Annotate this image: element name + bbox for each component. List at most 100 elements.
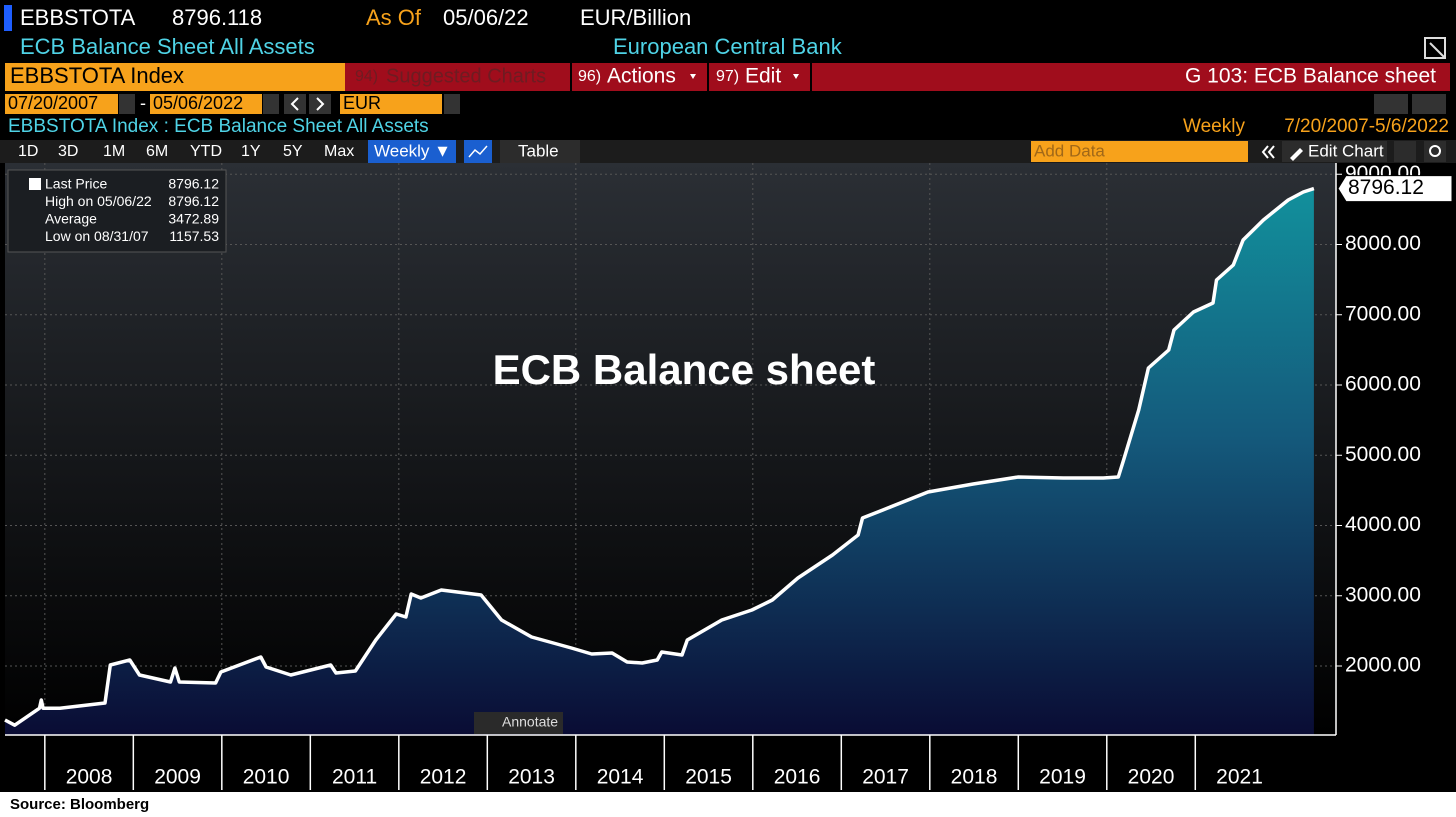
- range-button[interactable]: YTD: [190, 143, 222, 160]
- x-tick-label: 2011: [332, 766, 377, 789]
- calendar[interactable]: [119, 94, 135, 114]
- edit-chart-button[interactable]: [1282, 141, 1387, 162]
- menu-bar: [345, 63, 1450, 91]
- legend-value: 1157.53: [169, 228, 219, 244]
- chart-title: EBBSTOTA Index : ECB Balance Sheet All A…: [8, 116, 429, 137]
- range-button[interactable]: Max: [324, 143, 354, 160]
- annotate: Annotate: [502, 714, 558, 730]
- end-date: 05/06/2022: [153, 93, 243, 113]
- table: Table: [518, 141, 559, 160]
- security-box[interactable]: [5, 63, 345, 91]
- y-tick-label: 8000.00: [1345, 232, 1421, 255]
- sep: [570, 63, 572, 91]
- suggested-num: 94): [355, 68, 378, 85]
- units: EUR/Billion: [580, 5, 691, 30]
- annotate-button[interactable]: [474, 712, 563, 734]
- x-tick-label: 2016: [774, 766, 821, 789]
- x-tick-label: 2009: [154, 766, 201, 789]
- security: EBBSTOTA Index: [10, 63, 184, 88]
- legend-label: Low on 08/31/07: [45, 228, 149, 244]
- suggested[interactable]: Suggested Charts: [386, 65, 546, 87]
- caret: [793, 74, 799, 79]
- start-input[interactable]: [5, 94, 118, 114]
- icon: [1290, 148, 1303, 161]
- sep: [810, 63, 812, 91]
- legend-value: 8796.12: [168, 176, 219, 192]
- x-tick-label: 2013: [508, 766, 555, 789]
- legend-label: Average: [45, 211, 97, 227]
- arrow: [316, 97, 325, 111]
- range-button[interactable]: 5Y: [283, 143, 303, 160]
- as-of-date: 05/06/22: [443, 5, 529, 30]
- arrow: [290, 97, 299, 111]
- footer: Source: Bloomberg: [10, 796, 149, 813]
- range-button[interactable]: 3D: [58, 143, 78, 160]
- end-input[interactable]: [150, 94, 262, 114]
- x-tick-label: 2014: [597, 766, 644, 789]
- icon-button[interactable]: [1394, 141, 1416, 162]
- last-value-box: [1337, 175, 1453, 203]
- legend-swatch: [29, 178, 41, 190]
- annotation: ECB Balance sheet: [493, 346, 876, 393]
- edit-chart: Edit Chart: [1308, 141, 1384, 160]
- add-data: Add Data: [1034, 141, 1105, 160]
- x-tick-label: 2019: [1039, 766, 1086, 789]
- frequency-label: Weekly: [1183, 116, 1245, 137]
- caret: [690, 74, 696, 79]
- dropdown[interactable]: [444, 94, 460, 114]
- actions[interactable]: Actions: [607, 65, 676, 88]
- x-tick-label: 2018: [951, 766, 998, 789]
- collapse[interactable]: [1261, 145, 1275, 159]
- range-label: 7/20/2007-5/6/2022: [1284, 116, 1449, 137]
- x-tick-label: 2017: [862, 766, 909, 789]
- y-tick-label: 3000.00: [1345, 583, 1421, 606]
- range-button[interactable]: 6M: [146, 143, 168, 160]
- popout-icon[interactable]: [1424, 37, 1446, 59]
- x-tick-label: 2020: [1128, 766, 1175, 789]
- y-tick-label: 7000.00: [1345, 302, 1421, 325]
- sep: [707, 63, 709, 91]
- x-tick-label: 2021: [1216, 766, 1263, 789]
- ticker: EBBSTOTA: [20, 5, 136, 30]
- icon: [1429, 145, 1441, 157]
- settings-button[interactable]: [1424, 141, 1446, 162]
- currency-input[interactable]: [340, 94, 442, 114]
- add-data-input[interactable]: [1031, 141, 1248, 162]
- icon: [468, 145, 488, 158]
- currency: EUR: [343, 93, 381, 113]
- separator: -: [140, 93, 146, 113]
- y-tick-label: 2000.00: [1345, 654, 1421, 677]
- prev-button[interactable]: [284, 94, 306, 114]
- calendar[interactable]: [263, 94, 279, 114]
- undo[interactable]: [1374, 94, 1408, 114]
- start-date: 07/20/2007: [8, 93, 98, 113]
- range-button[interactable]: 1Y: [241, 143, 261, 160]
- y-tick-label: 4000.00: [1345, 513, 1421, 536]
- range-button[interactable]: 1M: [103, 143, 125, 160]
- next-button[interactable]: [309, 94, 331, 114]
- edit-num: 97): [716, 68, 739, 85]
- frequency-button[interactable]: [368, 140, 456, 163]
- x-tick-label: 2010: [243, 766, 290, 789]
- as-of-label: As Of: [366, 5, 422, 30]
- x-tick-label: 2008: [66, 766, 113, 789]
- y-tick-label: 6000.00: [1345, 373, 1421, 396]
- legend: [7, 169, 227, 253]
- description: ECB Balance Sheet All Assets: [20, 34, 315, 59]
- range-button[interactable]: 1D: [18, 143, 38, 160]
- footer-bar: [0, 792, 1456, 817]
- redo[interactable]: [1412, 94, 1446, 114]
- x-tick-label: 2015: [685, 766, 732, 789]
- line: [4, 186, 1315, 727]
- page-title: G 103: ECB Balance sheet: [1185, 65, 1436, 88]
- frequency: Weekly ▼: [374, 141, 451, 160]
- last-value-label: 8796.12: [1348, 176, 1424, 199]
- price: 8796.118: [172, 5, 262, 30]
- x-tick-label: 2012: [420, 766, 467, 789]
- area: [5, 188, 1314, 736]
- edit[interactable]: Edit: [745, 65, 781, 88]
- table-button[interactable]: [500, 140, 580, 163]
- source-name: European Central Bank: [613, 34, 843, 59]
